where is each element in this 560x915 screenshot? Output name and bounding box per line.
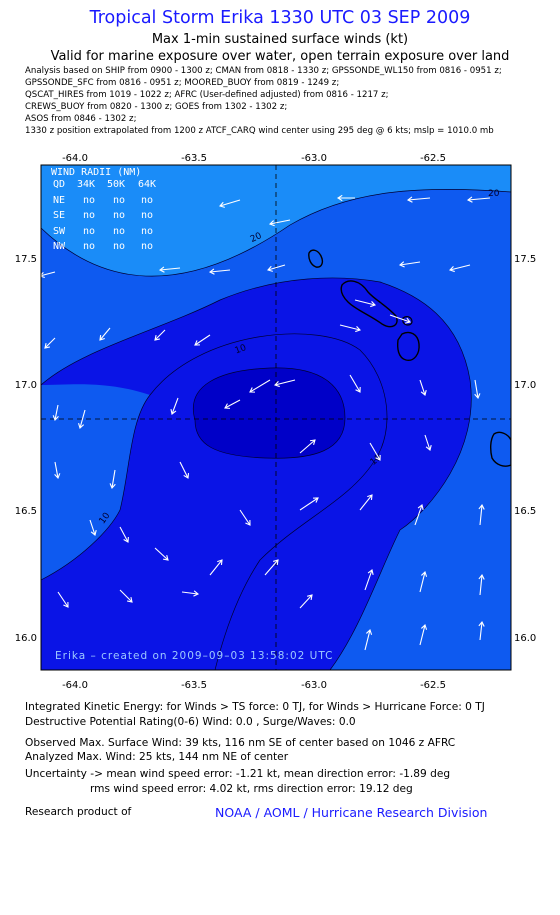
wind-radii-value: no <box>141 241 153 252</box>
wind-radii-value: no <box>83 195 95 206</box>
uncertainty-rms-text: rms wind speed error: 4.02 kt, rms direc… <box>90 783 413 795</box>
contour-label-10-north: 10 <box>234 343 248 356</box>
island-guadeloupe-edge <box>489 431 511 467</box>
source-line-5: ASOS from 0846 - 1302 z; <box>25 114 137 124</box>
wind-radii-header-50k: 50K <box>107 179 125 190</box>
lon-tick-bottom-0: -64.0 <box>62 680 88 691</box>
contour-mid <box>149 333 388 670</box>
island-st-kitts-nevis <box>340 280 398 328</box>
contour-core <box>193 367 346 459</box>
subtitle-validity: Valid for marine exposure over water, op… <box>50 49 510 64</box>
wind-radii-table: WIND RADII (NM) QD 34K 50K 64K NE no no … <box>51 167 156 252</box>
wind-core <box>193 367 345 459</box>
source-line-6: 1330 z position extrapolated from 1200 z… <box>25 126 494 136</box>
contour-label-20-west: 20 <box>249 231 264 245</box>
contour-10kt-inner <box>41 394 151 581</box>
lon-tick-top-2: -63.0 <box>301 153 327 164</box>
wind-radii-value: no <box>113 241 125 252</box>
source-line-4: CREWS_BUOY from 0820 - 1300 z; GOES from… <box>25 102 288 112</box>
source-line-1: Analysis based on SHIP from 0900 - 1300 … <box>25 66 502 76</box>
ike-text: Integrated Kinetic Energy: for Winds > T… <box>25 701 485 713</box>
wind-radii-value: no <box>83 226 95 237</box>
contour-label-20-east: 20 <box>488 189 500 199</box>
island-small-1 <box>402 316 413 326</box>
lat-tick-right-3: 16.0 <box>514 633 536 644</box>
wind-radii-title: WIND RADII (NM) <box>51 167 141 178</box>
destructive-potential-text: Destructive Potential Rating(0-6) Wind: … <box>25 716 356 728</box>
lon-tick-bottom-1: -63.5 <box>181 680 207 691</box>
wind-radii-value: no <box>141 195 153 206</box>
lat-tick-left-0: 17.5 <box>15 254 37 265</box>
uncertainty-mean-text: Uncertainty -> mean wind speed error: -1… <box>25 768 451 780</box>
wind-vectors <box>41 194 491 651</box>
observed-max-wind-text: Observed Max. Surface Wind: 39 kts, 116 … <box>25 737 456 749</box>
wind-radii-value: no <box>113 226 125 237</box>
lat-tick-left-3: 16.0 <box>15 633 37 644</box>
contour-10kt-outer <box>41 277 472 670</box>
lon-tick-top-3: -62.5 <box>420 153 446 164</box>
source-line-3: QSCAT_HIRES from 1019 - 1022 z; AFRC (Us… <box>25 90 389 100</box>
wind-radii-quadrant: SW <box>53 226 66 237</box>
wind-radii-value: no <box>141 210 153 221</box>
wind-radii-value: no <box>113 195 125 206</box>
lat-tick-right-1: 17.0 <box>514 380 536 391</box>
wind-radii-header-64k: 64K <box>138 179 156 190</box>
lon-tick-bottom-3: -62.5 <box>420 680 446 691</box>
research-product-label: Research product of <box>25 806 132 818</box>
source-line-2: GPSSONDE_SFC from 0816 - 0951 z; MOORED_… <box>25 78 340 88</box>
wind-radii-value: no <box>141 226 153 237</box>
page-title: Tropical Storm Erika 1330 UTC 03 SEP 200… <box>89 8 471 28</box>
wind-radii-header-34k: 34K <box>77 179 95 190</box>
lon-tick-bottom-2: -63.0 <box>301 680 327 691</box>
analyzed-max-wind-text: Analyzed Max. Wind: 25 kts, 144 nm NE of… <box>25 751 289 763</box>
research-org-name: NOAA / AOML / Hurricane Research Divisio… <box>215 805 488 820</box>
created-timestamp: Erika – created on 2009–09–03 13:58:02 U… <box>55 650 333 662</box>
wind-radii-value: no <box>83 241 95 252</box>
wind-radii-header-qd: QD <box>53 179 65 190</box>
lat-tick-right-2: 16.5 <box>514 506 536 517</box>
wind-radii-quadrant: SE <box>53 210 65 221</box>
lat-tick-left-2: 16.5 <box>15 506 37 517</box>
lat-tick-right-0: 17.5 <box>514 254 536 265</box>
wind-radii-value: no <box>83 210 95 221</box>
wind-band-0-10 <box>41 277 472 670</box>
lon-tick-top-0: -64.0 <box>62 153 88 164</box>
wind-radii-quadrant: NW <box>53 241 66 252</box>
contour-20kt <box>41 188 511 277</box>
wind-radii-value: no <box>113 210 125 221</box>
island-montserrat-area <box>397 331 420 361</box>
plot-frame <box>40 164 512 671</box>
lat-tick-left-1: 17.0 <box>15 380 37 391</box>
wind-radii-quadrant: NE <box>53 195 65 206</box>
lon-tick-top-1: -63.5 <box>181 153 207 164</box>
island-saba <box>308 249 324 268</box>
subtitle-max-winds: Max 1-min sustained surface winds (kt) <box>151 32 409 47</box>
wind-analysis-map: -64.0 -63.5 -63.0 -62.5 -64.0 -63.5 -63.… <box>15 153 537 691</box>
